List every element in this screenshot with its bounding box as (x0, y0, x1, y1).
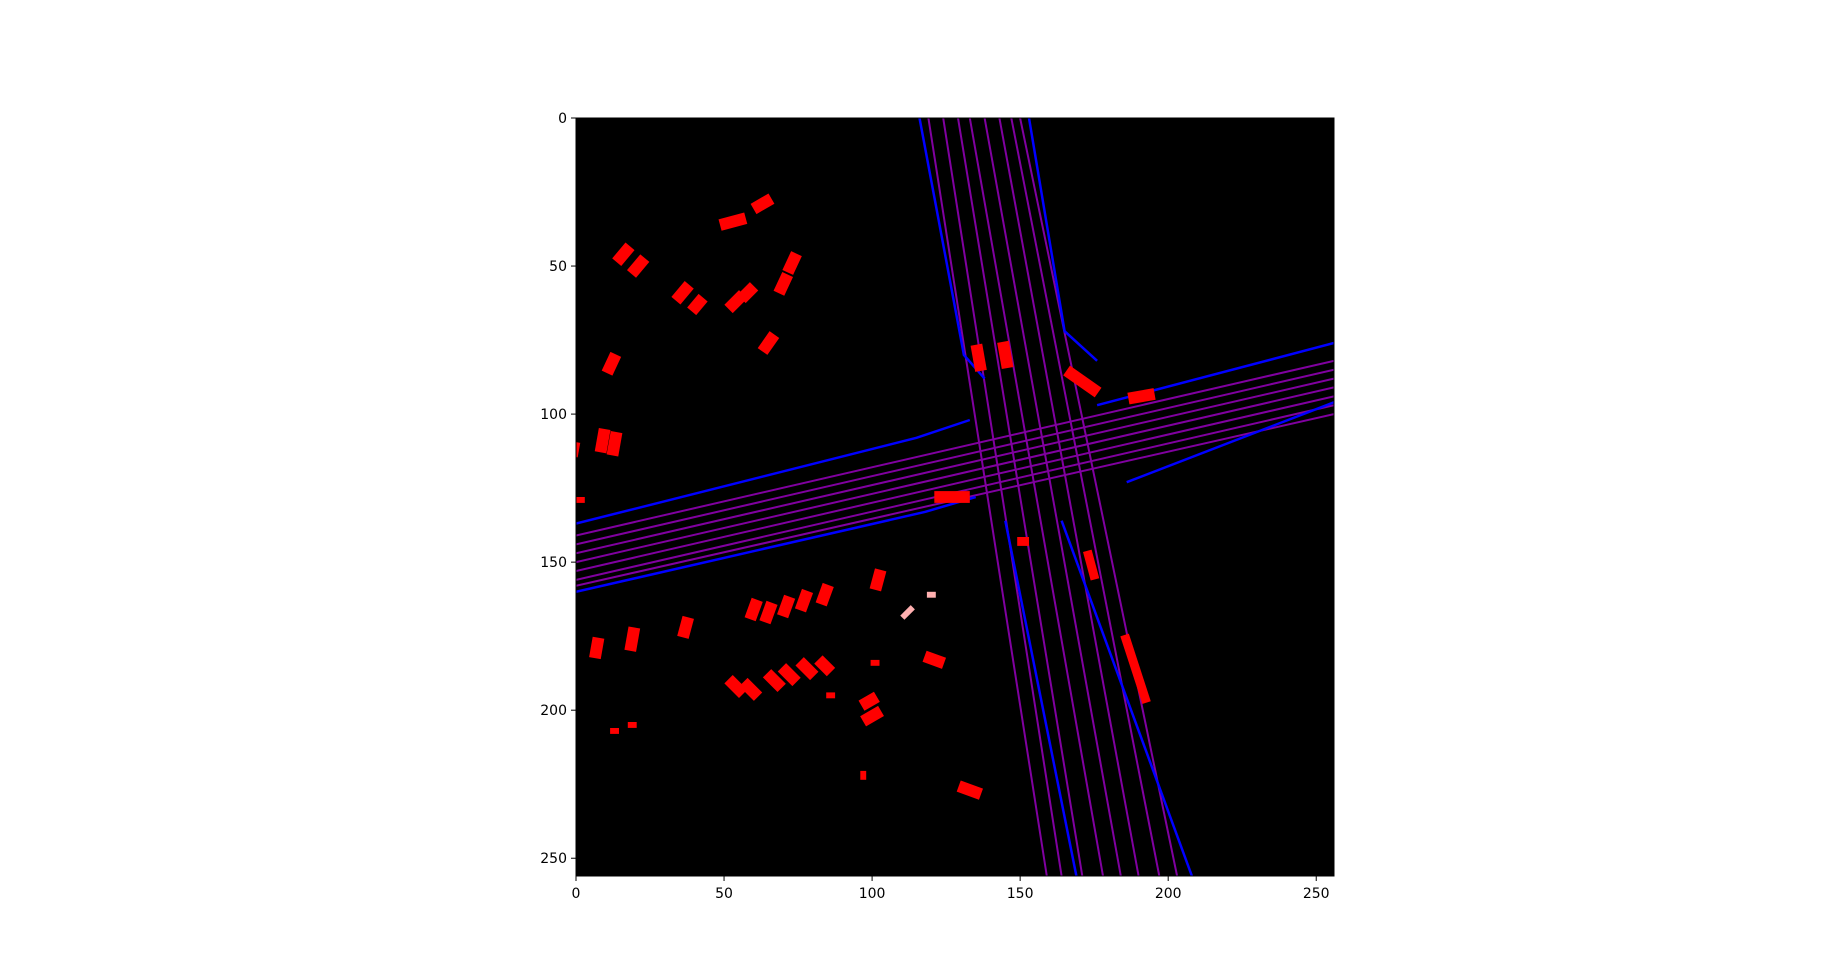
lane-line (942, 118, 1063, 876)
road-boundary (1126, 401, 1334, 484)
vehicle-mark (860, 705, 884, 727)
plot-frame (575, 117, 1335, 877)
object-mark (926, 591, 936, 598)
lane-line (983, 118, 1122, 876)
vehicle-mark (1120, 633, 1151, 704)
vehicle-mark (956, 780, 984, 800)
vehicle-mark (601, 351, 622, 376)
vehicle-mark (576, 497, 585, 503)
vehicle-mark (626, 254, 650, 278)
vehicle-mark (794, 588, 814, 613)
vehicle-mark (757, 331, 780, 355)
lane-line (576, 377, 1334, 555)
vehicle-mark (1127, 388, 1156, 405)
vehicle-mark (677, 615, 694, 639)
y-tick-label: 100 (540, 407, 567, 423)
y-tick-label: 250 (540, 851, 567, 867)
vehicle-mark (594, 427, 611, 454)
x-tick-label: 250 (1303, 886, 1330, 902)
y-tick-label: 0 (558, 111, 567, 127)
vehicle-mark (814, 655, 836, 677)
x-tick-label: 150 (1007, 886, 1034, 902)
vehicle-mark (970, 343, 987, 372)
y-tick-label: 200 (540, 703, 567, 719)
vehicle-mark (610, 728, 619, 734)
vehicle-mark (858, 691, 880, 711)
lane-line (927, 118, 1048, 876)
y-tick-label: 50 (549, 259, 567, 275)
map-layers (576, 118, 1334, 876)
x-tick-label: 0 (572, 886, 581, 902)
vehicle-mark (627, 722, 637, 728)
y-tick-label: 150 (540, 555, 567, 571)
lane-line (1010, 118, 1161, 876)
plot-axes: 0 50 100 150 200 250 0 50 100 150 200 250 (540, 111, 1335, 902)
vehicle-mark (759, 600, 778, 625)
vehicle-mark (1083, 549, 1100, 581)
x-tick-label: 200 (1155, 886, 1182, 902)
vehicle-mark (860, 770, 867, 780)
map-content (576, 118, 1334, 876)
vehicle-mark (795, 657, 819, 681)
vehicle-mark (997, 340, 1014, 370)
vehicle-mark (724, 674, 748, 698)
vehicle-mark (739, 677, 763, 701)
vehicle-mark (671, 281, 694, 305)
x-axis: 0 50 100 150 200 250 (572, 876, 1330, 902)
vehicle-mark (815, 582, 834, 607)
vehicle-mark (773, 271, 794, 296)
vehicle-mark (782, 251, 802, 275)
vehicle-mark (826, 692, 836, 699)
lane-line (957, 118, 1084, 876)
vehicle-mark (870, 659, 880, 666)
vehicle-mark (777, 594, 796, 619)
vehicle-mark (750, 193, 775, 215)
road-boundary (1004, 520, 1078, 876)
y-axis: 0 50 100 150 200 250 (540, 111, 576, 867)
road-boundary (1027, 118, 1098, 362)
vehicle-mark (744, 597, 763, 622)
vehicle-mark (777, 663, 801, 687)
x-tick-label: 50 (715, 886, 733, 902)
vehicle-mark (718, 212, 748, 231)
lane-line (968, 118, 1104, 876)
vehicle-mark (922, 650, 947, 669)
vehicle-mark (624, 626, 641, 652)
vehicle-mark (869, 568, 887, 592)
lane-line (576, 386, 1334, 564)
lane-line (998, 118, 1140, 876)
object-mark (900, 605, 915, 620)
lane-line (576, 359, 1334, 537)
road-boundary (576, 418, 971, 525)
vehicle-mark (762, 669, 786, 693)
road-boundary (1060, 520, 1194, 876)
vehicle-mark (687, 293, 708, 316)
vehicle-mark (612, 242, 635, 266)
lane-line (576, 368, 1334, 546)
x-tick-label: 100 (859, 886, 886, 902)
vehicle-mark (606, 431, 623, 457)
vehicle-mark (737, 282, 759, 304)
lane-line (576, 395, 1334, 572)
vehicle-mark (1017, 537, 1029, 546)
vehicle-mark (934, 491, 970, 503)
vehicle-mark (1063, 365, 1102, 398)
lane-line (1019, 118, 1179, 876)
vehicle-mark (589, 636, 605, 660)
